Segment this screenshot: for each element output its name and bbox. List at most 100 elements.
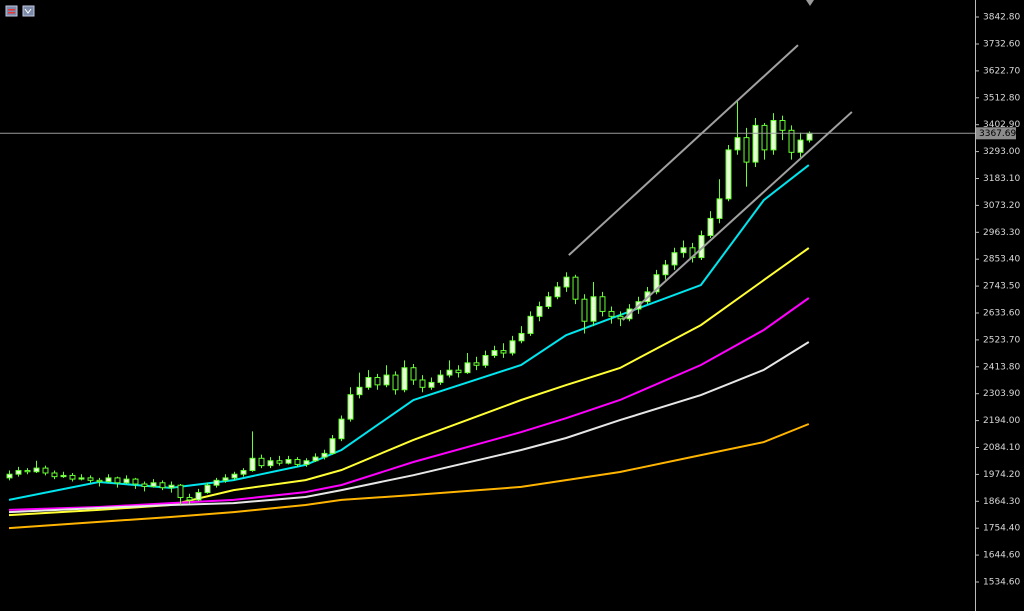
candle-body	[572, 276, 579, 300]
candle-body	[294, 459, 301, 465]
y-tick-label: 2084.10	[983, 443, 1020, 453]
candle-body	[96, 479, 103, 483]
candle-body	[42, 467, 49, 474]
y-tick-label: 3622.70	[983, 66, 1020, 76]
candle-body	[806, 132, 813, 141]
candle-body	[608, 310, 615, 317]
y-tick-label: 2743.50	[983, 282, 1020, 292]
y-tick-label: 1754.40	[983, 524, 1020, 534]
candle-body	[383, 374, 390, 386]
candle-body	[617, 315, 624, 320]
icon	[5, 5, 18, 17]
candle-body	[321, 452, 328, 458]
candle-body	[680, 247, 687, 254]
candle-body	[743, 137, 750, 163]
candle-body	[312, 456, 319, 462]
candle-body	[599, 296, 606, 312]
candle-body	[590, 296, 597, 322]
candle-body	[761, 124, 768, 151]
toolbar-icons	[5, 5, 35, 17]
candle-body	[105, 477, 112, 483]
candle-body	[491, 350, 498, 356]
candle-body	[734, 137, 741, 151]
candle-body	[473, 362, 480, 366]
y-tick-label: 3293.00	[983, 147, 1020, 157]
candle-body	[15, 470, 22, 475]
candle-body	[186, 496, 193, 501]
candle-body	[177, 484, 184, 498]
candle-body	[338, 418, 345, 440]
candle-body	[87, 477, 94, 481]
candle-body	[347, 394, 354, 420]
candle-body	[69, 474, 76, 480]
candle-body	[509, 340, 516, 354]
candle-body	[213, 479, 220, 486]
candle-body	[51, 472, 58, 478]
candle-body	[770, 120, 777, 151]
candle-body	[276, 460, 283, 464]
candle-body	[653, 274, 660, 293]
candle-body	[60, 474, 67, 478]
candle-body	[464, 362, 471, 374]
candle-body	[581, 298, 588, 322]
channel-line	[568, 44, 799, 256]
y-tick-label: 3402.90	[983, 120, 1020, 130]
candle-body	[563, 276, 570, 288]
candle-body	[141, 483, 148, 487]
moving-average	[8, 423, 810, 530]
candle-body	[114, 477, 121, 484]
candle-body	[788, 129, 795, 153]
candle-body	[267, 460, 274, 467]
candle-body	[392, 374, 399, 391]
candle-body	[797, 139, 804, 153]
candle-body	[285, 459, 292, 464]
candle-body	[231, 473, 238, 479]
y-tick-label: 3842.80	[983, 13, 1020, 23]
candle-body	[725, 149, 732, 200]
last-price-box	[976, 127, 1016, 140]
y-tick-label: 3732.60	[983, 39, 1020, 49]
candle-body	[6, 473, 13, 479]
icon-detail	[24, 8, 32, 14]
candle-body	[374, 377, 381, 386]
y-tick-label: 2523.70	[983, 335, 1020, 345]
candle-body	[779, 120, 786, 131]
candle-body	[545, 296, 552, 308]
icon	[22, 5, 35, 17]
y-tick-label: 2853.40	[983, 255, 1020, 265]
y-tick-label: 2413.80	[983, 362, 1020, 372]
candle-body	[410, 367, 417, 381]
candle-body	[662, 264, 669, 276]
candle-body	[240, 470, 247, 475]
candle-body	[419, 379, 426, 388]
candle-body	[258, 457, 265, 467]
candle-body	[428, 381, 435, 388]
candle-body	[132, 478, 139, 485]
y-tick-label: 3073.20	[983, 201, 1020, 211]
candle-body	[159, 482, 166, 489]
candle-body	[554, 286, 561, 298]
candle-body	[671, 252, 678, 266]
candle-body	[33, 467, 40, 473]
candle-body	[222, 477, 229, 481]
candle-body	[500, 350, 507, 354]
candle-body	[150, 482, 157, 487]
candle-body	[716, 198, 723, 219]
y-tick-label: 2194.00	[983, 416, 1020, 426]
y-tick-label: 3512.80	[983, 93, 1020, 103]
candle-body	[78, 477, 85, 480]
y-tick-label: 1864.30	[983, 497, 1020, 507]
candle-body	[518, 332, 525, 342]
moving-average	[8, 297, 810, 511]
candle-body	[303, 460, 310, 465]
last-price-label: 3367.69	[979, 129, 1016, 139]
y-tick-label: 1974.20	[983, 470, 1020, 480]
candle-body	[168, 484, 175, 489]
candle-body	[446, 369, 453, 376]
candle-body	[536, 306, 543, 317]
candle-body	[752, 124, 759, 163]
shift-marker	[806, 0, 814, 6]
